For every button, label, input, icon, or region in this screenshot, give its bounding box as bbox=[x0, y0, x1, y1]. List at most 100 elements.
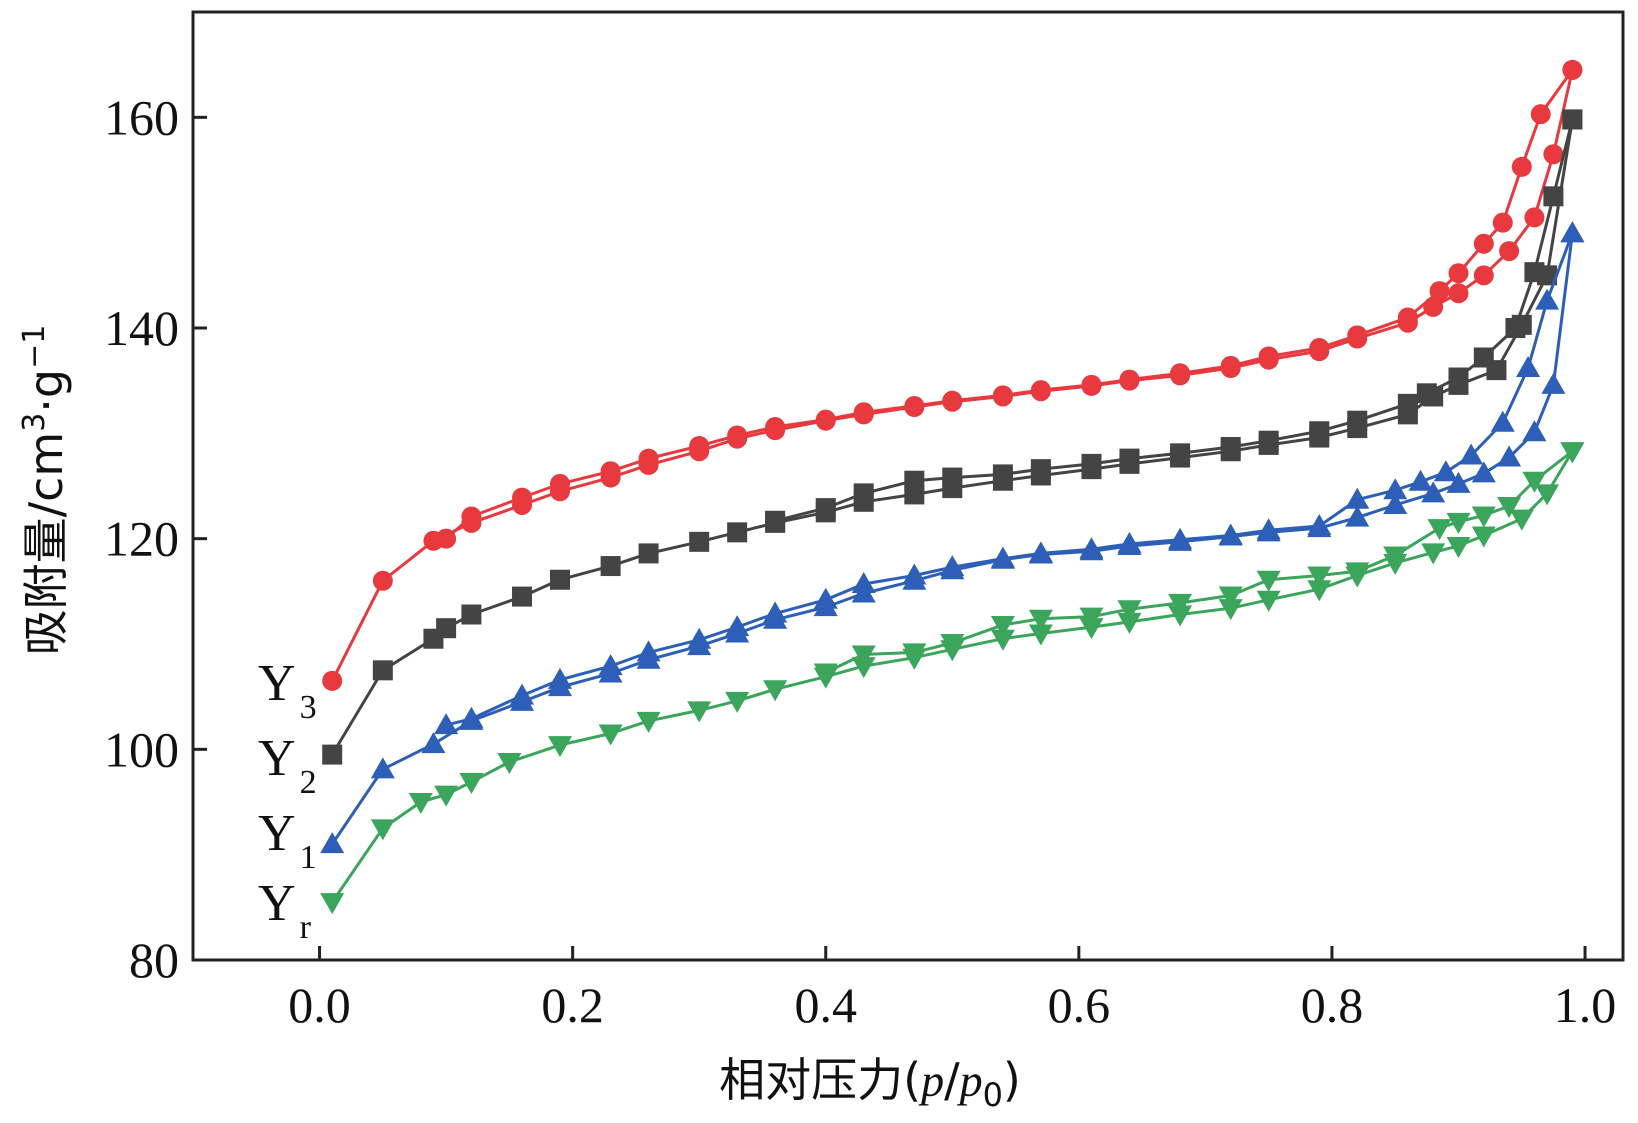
desorption-point bbox=[1516, 356, 1541, 378]
desorption-point bbox=[1397, 307, 1418, 328]
desorption-point bbox=[1560, 442, 1585, 464]
desorption-point bbox=[549, 473, 570, 494]
adsorption-point bbox=[461, 604, 482, 625]
desorption-point bbox=[1535, 288, 1560, 310]
desorption-point bbox=[1448, 367, 1469, 388]
desorption-point bbox=[940, 555, 965, 577]
desorption-point bbox=[459, 706, 484, 728]
desorption-point bbox=[1218, 523, 1243, 545]
x-tick-label: 0.2 bbox=[541, 977, 604, 1033]
plot-frame bbox=[191, 10, 1625, 962]
desorption-point bbox=[765, 510, 786, 531]
adsorption-point bbox=[1218, 599, 1243, 621]
adsorption-point bbox=[1541, 372, 1566, 394]
adsorption-point bbox=[763, 680, 788, 702]
x-tick-label: 0.8 bbox=[1301, 977, 1364, 1033]
desorption-point bbox=[1309, 421, 1330, 442]
series-yr bbox=[320, 442, 1585, 915]
adsorption-point bbox=[725, 691, 750, 713]
adsorption-point bbox=[421, 732, 446, 754]
series-y3 bbox=[322, 59, 1583, 691]
desorption-point bbox=[1168, 527, 1193, 549]
desorption-point bbox=[1307, 514, 1332, 536]
adsorption-point bbox=[851, 657, 876, 679]
adsorption-point bbox=[1383, 492, 1408, 514]
desorption-point bbox=[1397, 393, 1418, 414]
desorption-point bbox=[1345, 487, 1370, 509]
adsorption-point bbox=[436, 618, 457, 639]
adsorption-point bbox=[1345, 505, 1370, 527]
adsorption-point bbox=[1499, 241, 1520, 262]
desorption-point bbox=[765, 417, 786, 438]
adsorption-point bbox=[434, 785, 459, 807]
desorption-point bbox=[1256, 518, 1281, 540]
adsorption-point bbox=[1079, 618, 1104, 640]
desorption-point bbox=[1473, 347, 1494, 368]
desorption-point bbox=[1079, 607, 1104, 629]
desorption-point bbox=[1473, 233, 1494, 254]
adsorption-point bbox=[598, 724, 623, 746]
desorption-point bbox=[1505, 318, 1526, 338]
adsorption-point bbox=[1497, 445, 1522, 467]
desorption-point bbox=[902, 563, 927, 585]
desorption-point bbox=[1081, 374, 1102, 395]
desorption-point bbox=[1347, 325, 1368, 346]
y-tick-label: 80 bbox=[129, 932, 179, 988]
desorption-point bbox=[1524, 262, 1545, 283]
desorption-point bbox=[1560, 221, 1585, 243]
adsorption-point bbox=[1473, 265, 1494, 286]
x-tick-label: 1.0 bbox=[1554, 977, 1617, 1033]
desorption-point bbox=[1408, 469, 1433, 491]
desorption-point bbox=[904, 470, 925, 491]
desorption-point bbox=[1028, 541, 1053, 563]
desorption-point bbox=[940, 633, 965, 655]
desorption-point bbox=[1383, 478, 1408, 500]
desorption-point bbox=[1345, 562, 1370, 584]
adsorption-point bbox=[638, 543, 659, 564]
desorption-point bbox=[990, 546, 1015, 568]
desorption-point bbox=[902, 643, 927, 665]
desorption-point bbox=[904, 395, 925, 416]
adsorption-point bbox=[689, 531, 710, 552]
desorption-point bbox=[1119, 448, 1140, 469]
desorption-point bbox=[1220, 355, 1241, 376]
desorption-point bbox=[992, 385, 1013, 406]
y-tick-label: 160 bbox=[104, 89, 179, 145]
y-tick-label: 140 bbox=[104, 300, 179, 356]
adsorption-point bbox=[1524, 207, 1545, 228]
desorption-point bbox=[1416, 383, 1437, 404]
desorption-point bbox=[1446, 512, 1471, 534]
x-axis-title: 相对压力(p/p0) bbox=[719, 1053, 1021, 1114]
desorption-point bbox=[1530, 104, 1551, 125]
desorption-point bbox=[1429, 281, 1450, 302]
y-axis-title: 吸附量/cm3·g−1 bbox=[17, 325, 73, 656]
adsorption-point bbox=[1446, 471, 1471, 493]
adsorption-point bbox=[1543, 144, 1564, 165]
adsorption-point bbox=[1168, 605, 1193, 627]
axis-layer: 0.0 0.2 0.4 0.6 0.8 1.0 80 100 120 140 160 bbox=[104, 89, 1616, 1033]
adsorption-point bbox=[320, 893, 345, 915]
desorption-point bbox=[636, 640, 661, 662]
desorption-point bbox=[547, 667, 572, 689]
desorption-point bbox=[1471, 506, 1496, 528]
desorption-point bbox=[725, 615, 750, 637]
desorption-point bbox=[434, 713, 459, 735]
desorption-point bbox=[1220, 437, 1241, 458]
adsorption-line bbox=[330, 450, 1574, 903]
desorption-point bbox=[1028, 609, 1053, 631]
adsorption-point bbox=[1448, 283, 1469, 304]
desorption-point bbox=[436, 528, 457, 549]
desorption-point bbox=[815, 498, 836, 519]
desorption-point bbox=[687, 627, 712, 649]
adsorption-point bbox=[1471, 461, 1496, 483]
adsorption-point bbox=[497, 752, 522, 774]
adsorption-point bbox=[320, 832, 345, 854]
desorption-point bbox=[598, 654, 623, 676]
adsorption-point bbox=[636, 711, 661, 733]
x-tick-label: 0.4 bbox=[794, 977, 857, 1033]
